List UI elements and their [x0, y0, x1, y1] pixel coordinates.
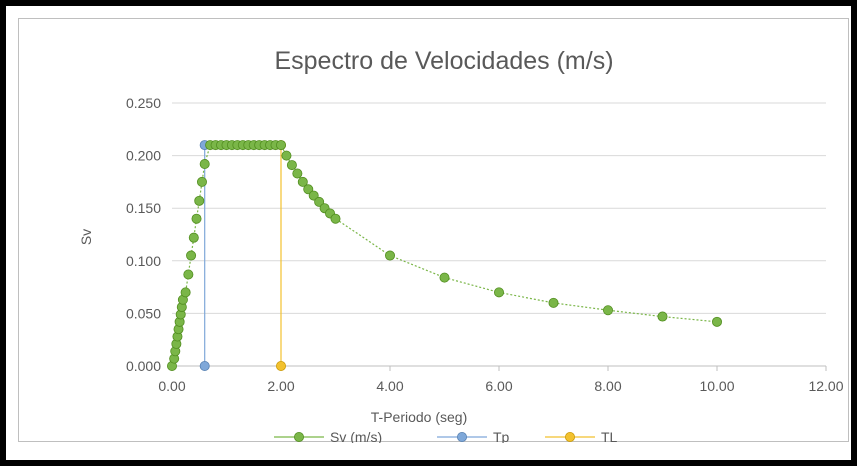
y-tick-label: 0.150 [126, 200, 161, 216]
data-point [180, 287, 191, 298]
y-tick-label: 0.050 [126, 305, 161, 321]
legend: Sv (m/s) Tp TL [274, 429, 618, 443]
data-point [439, 272, 450, 283]
y-tick-label: 0.100 [126, 253, 161, 269]
x-tick-label: 10.00 [699, 378, 734, 394]
data-point [548, 297, 559, 308]
data-point [199, 360, 210, 371]
chart-area: 0.000 0.050 0.100 0.150 0.200 0.250 0.00 2.00 4.… [18, 18, 849, 443]
chart-svg: 0.000 0.050 0.100 0.150 0.200 0.250 0.00 2.00 4.… [78, 47, 844, 443]
legend-marker [565, 431, 576, 442]
series-layer [166, 140, 723, 371]
data-point [657, 311, 668, 322]
data-point [286, 160, 297, 171]
x-tick-label: 4.00 [376, 378, 403, 394]
legend-label: Sv (m/s) [330, 429, 382, 443]
data-point [186, 250, 197, 261]
x-tick-label: 2.00 [267, 378, 294, 394]
y-axis-label: Sv [78, 229, 94, 245]
data-point [712, 316, 723, 327]
axis-layer: 0.000 0.050 0.100 0.150 0.200 0.250 0.00 2.00 4.… [126, 95, 844, 394]
data-point [194, 195, 205, 206]
data-point [191, 213, 202, 224]
x-tick-label: 8.00 [594, 378, 621, 394]
data-point [314, 196, 325, 207]
y-tick-label: 0.000 [126, 358, 161, 374]
data-point [303, 184, 314, 195]
data-point [196, 176, 207, 187]
legend-label: Tp [493, 429, 510, 443]
grid-layer [172, 102, 826, 314]
data-point [183, 269, 194, 280]
chart-frame: 0.000 0.050 0.100 0.150 0.200 0.250 0.00 2.00 4.… [6, 6, 851, 460]
data-point [308, 190, 319, 201]
x-axis-label: T-Periodo (seg) [371, 409, 467, 425]
data-point [199, 159, 210, 170]
data-point [292, 168, 303, 179]
data-point [297, 176, 308, 187]
y-tick-label: 0.200 [126, 148, 161, 164]
data-point [275, 140, 286, 151]
data-point [330, 213, 341, 224]
chart-title: Espectro de Velocidades (m/s) [274, 47, 613, 75]
data-point [384, 250, 395, 261]
legend-marker [293, 431, 304, 442]
data-point [603, 305, 614, 316]
data-point [493, 287, 504, 298]
data-point [188, 232, 199, 243]
legend-label: TL [601, 429, 618, 443]
legend-marker [456, 431, 467, 442]
y-tick-label: 0.250 [126, 95, 161, 111]
x-tick-label: 6.00 [485, 378, 512, 394]
series-line [171, 144, 718, 367]
x-tick-label: 12.00 [808, 378, 843, 394]
x-tick-label: 0.00 [158, 378, 185, 394]
data-point [275, 360, 286, 371]
data-point [281, 150, 292, 161]
